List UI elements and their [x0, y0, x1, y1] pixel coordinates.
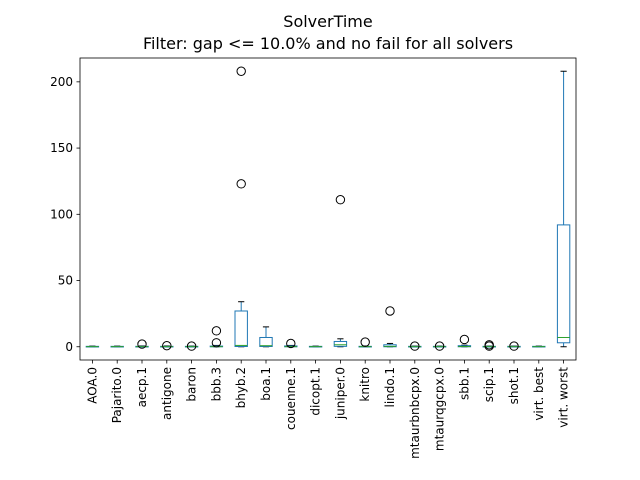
x-tick-label: scip.1: [482, 367, 496, 402]
x-tick-label: mtaurbnbcpx.0: [408, 367, 422, 459]
box-14: [408, 341, 422, 351]
box-body: [333, 340, 348, 347]
x-tick-label: lindo.1: [383, 367, 397, 407]
x-tick-label: couenne.1: [284, 367, 298, 430]
x-tick-label: dicopt.1: [309, 367, 323, 416]
x-tick-label: mtaurqgcpx.0: [433, 367, 447, 451]
outlier-point: [162, 340, 172, 351]
x-tick-label: virt. worst: [557, 367, 571, 428]
outlier-point: [236, 66, 246, 76]
outlier-point: [137, 339, 147, 349]
x-tick-label: baron: [185, 367, 199, 402]
x-tick-label: juniper.0: [333, 367, 347, 420]
box-8: [259, 326, 273, 348]
y-tick-label: 100: [50, 207, 73, 221]
outlier-point: [484, 340, 494, 350]
x-tick-label: AOA.0: [85, 367, 99, 404]
x-tick-label: sbb.1: [457, 367, 471, 400]
box-7: [234, 66, 248, 348]
x-tick-label: shot.1: [507, 367, 521, 404]
outlier-point: [211, 338, 222, 348]
x-tick-label: boa.1: [259, 367, 273, 401]
box-11: [333, 195, 348, 348]
outlier-point: [410, 341, 420, 351]
box-body: [259, 336, 273, 347]
box-20: [556, 70, 571, 348]
x-tick-label: bbb.3: [209, 367, 223, 401]
box-15: [432, 341, 447, 351]
box-6: [209, 326, 224, 348]
box-16: [457, 334, 472, 348]
box-9: [284, 338, 298, 349]
outlier-point: [385, 306, 395, 316]
outlier-point: [236, 179, 246, 189]
x-tick-label: antigone: [160, 367, 174, 420]
outlier-point: [186, 341, 197, 351]
box-2: [110, 345, 124, 348]
box-18: [507, 341, 521, 351]
box-3: [135, 339, 149, 349]
outlier-point: [335, 195, 346, 205]
box-10: [308, 345, 323, 348]
plot-area: 0 50 100 150 200 AOA.0 Pajarito.0 aecp.1 antigon…: [50, 57, 577, 459]
outlier-point: [509, 341, 519, 351]
box-13: [383, 306, 397, 348]
box-5: [184, 341, 199, 351]
box-12: [358, 337, 372, 348]
outlier-point: [434, 341, 445, 351]
axes-frame: [79, 57, 577, 361]
outlier-point: [211, 326, 222, 336]
x-tick-label: aecp.1: [135, 367, 149, 407]
y-tick-label: 50: [58, 274, 73, 288]
x-tick-label: knitro: [358, 367, 372, 402]
y-tick-label: 0: [65, 340, 73, 354]
outlier-point: [286, 338, 296, 349]
x-tick-label: bhyb.2: [234, 367, 248, 408]
chart-subtitle: Filter: gap <= 10.0% and no fail for all…: [143, 34, 513, 53]
chart-title: SolverTime: [283, 12, 372, 31]
box-19: [532, 345, 546, 348]
box-body: [234, 310, 248, 347]
box-4: [160, 340, 174, 351]
x-tick-label: virt. best: [532, 367, 546, 421]
y-tick-label: 150: [50, 141, 73, 155]
outlier-point: [459, 334, 470, 345]
x-tick-label: Pajarito.0: [110, 367, 124, 423]
y-tick-label: 200: [50, 75, 73, 89]
outlier-point: [360, 337, 370, 347]
box-17: [482, 340, 496, 351]
box-body: [556, 224, 571, 344]
box-1: [85, 345, 100, 348]
